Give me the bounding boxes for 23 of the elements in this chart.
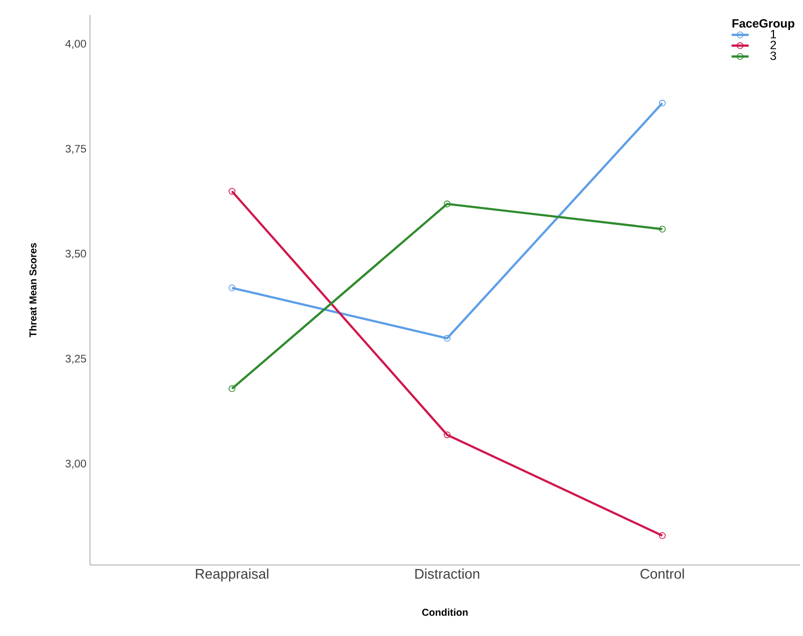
point — [658, 532, 666, 539]
point — [658, 226, 666, 233]
point — [228, 385, 236, 392]
y-axis-title: Threat Mean Scores — [29, 243, 36, 338]
point — [444, 334, 451, 342]
legend-label: 2 — [770, 40, 776, 50]
y-tick-label: 3,50 — [66, 250, 86, 259]
point — [228, 188, 236, 195]
point — [658, 100, 666, 107]
legend-title: FaceGroup — [732, 19, 794, 30]
x-tick-label: Reappraisal — [196, 568, 268, 582]
y-tick-label: 3,25 — [66, 354, 86, 364]
y-tick-label: 3,75 — [66, 144, 86, 154]
x-axis-title: Condition — [422, 608, 468, 616]
point — [444, 431, 451, 438]
x-tick-label: Control — [640, 568, 684, 579]
point — [444, 200, 451, 208]
y-tick-label: 4,00 — [65, 40, 86, 49]
legend-label: 1 — [770, 30, 776, 38]
x-tick-label: Distraction — [415, 568, 480, 579]
y-tick-label: 3,00 — [66, 460, 86, 469]
legend-label: 3 — [770, 52, 776, 60]
point — [228, 284, 236, 292]
